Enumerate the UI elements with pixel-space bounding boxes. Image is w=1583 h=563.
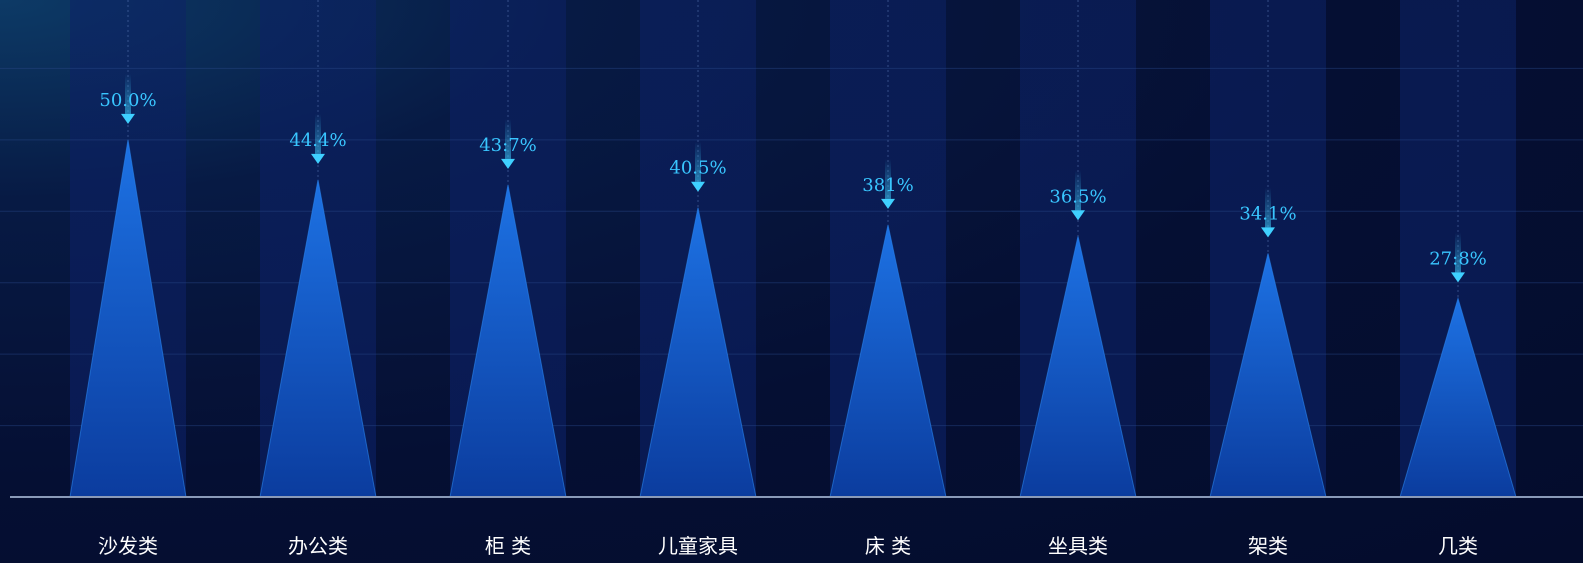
marker-glow bbox=[1265, 187, 1271, 228]
marker-icon bbox=[1071, 210, 1085, 221]
bars bbox=[69, 0, 1517, 498]
category-label: 儿童家具 bbox=[658, 534, 738, 558]
marker-icon bbox=[691, 181, 705, 192]
marker-icon bbox=[121, 113, 135, 124]
category-label: 床 类 bbox=[865, 534, 911, 558]
category-label: 坐具类 bbox=[1048, 534, 1108, 558]
category-label: 几类 bbox=[1438, 534, 1478, 558]
marker-icon bbox=[1451, 272, 1465, 283]
marker-glow bbox=[1075, 170, 1081, 211]
value-labels: 50.0% 44.4% 43:7% 40.5% 381% 36.5% 34.1% 27:8% bbox=[99, 73, 1487, 283]
marker-icon bbox=[881, 198, 895, 209]
value-label: 43:7% bbox=[479, 135, 537, 156]
gridlines bbox=[0, 67, 1583, 427]
marker-glow bbox=[885, 158, 891, 199]
marker-icon bbox=[311, 153, 325, 164]
value-label: 34.1% bbox=[1239, 203, 1296, 224]
category-label: 沙发类 bbox=[98, 534, 158, 558]
marker-icon bbox=[1261, 227, 1275, 238]
value-label: 36.5% bbox=[1049, 186, 1106, 207]
marker-icon bbox=[501, 158, 515, 169]
value-label: 44.4% bbox=[289, 130, 346, 151]
marker-glow bbox=[315, 113, 321, 154]
value-label: 50.0% bbox=[99, 90, 156, 111]
category-label: 架类 bbox=[1248, 534, 1288, 558]
marker-glow bbox=[505, 118, 511, 159]
category-label: 柜 类 bbox=[485, 534, 531, 558]
value-label: 40.5% bbox=[669, 158, 726, 179]
category-labels: 沙发类 办公类 柜 类 儿童家具 床 类 坐具类 架类 几类 bbox=[98, 534, 1478, 558]
value-label: 27:8% bbox=[1429, 248, 1487, 269]
marker-glow bbox=[695, 141, 701, 182]
marker-glow bbox=[1455, 232, 1461, 273]
category-label: 办公类 bbox=[288, 534, 348, 558]
value-label: 381% bbox=[862, 175, 913, 196]
marker-glow bbox=[125, 73, 131, 114]
